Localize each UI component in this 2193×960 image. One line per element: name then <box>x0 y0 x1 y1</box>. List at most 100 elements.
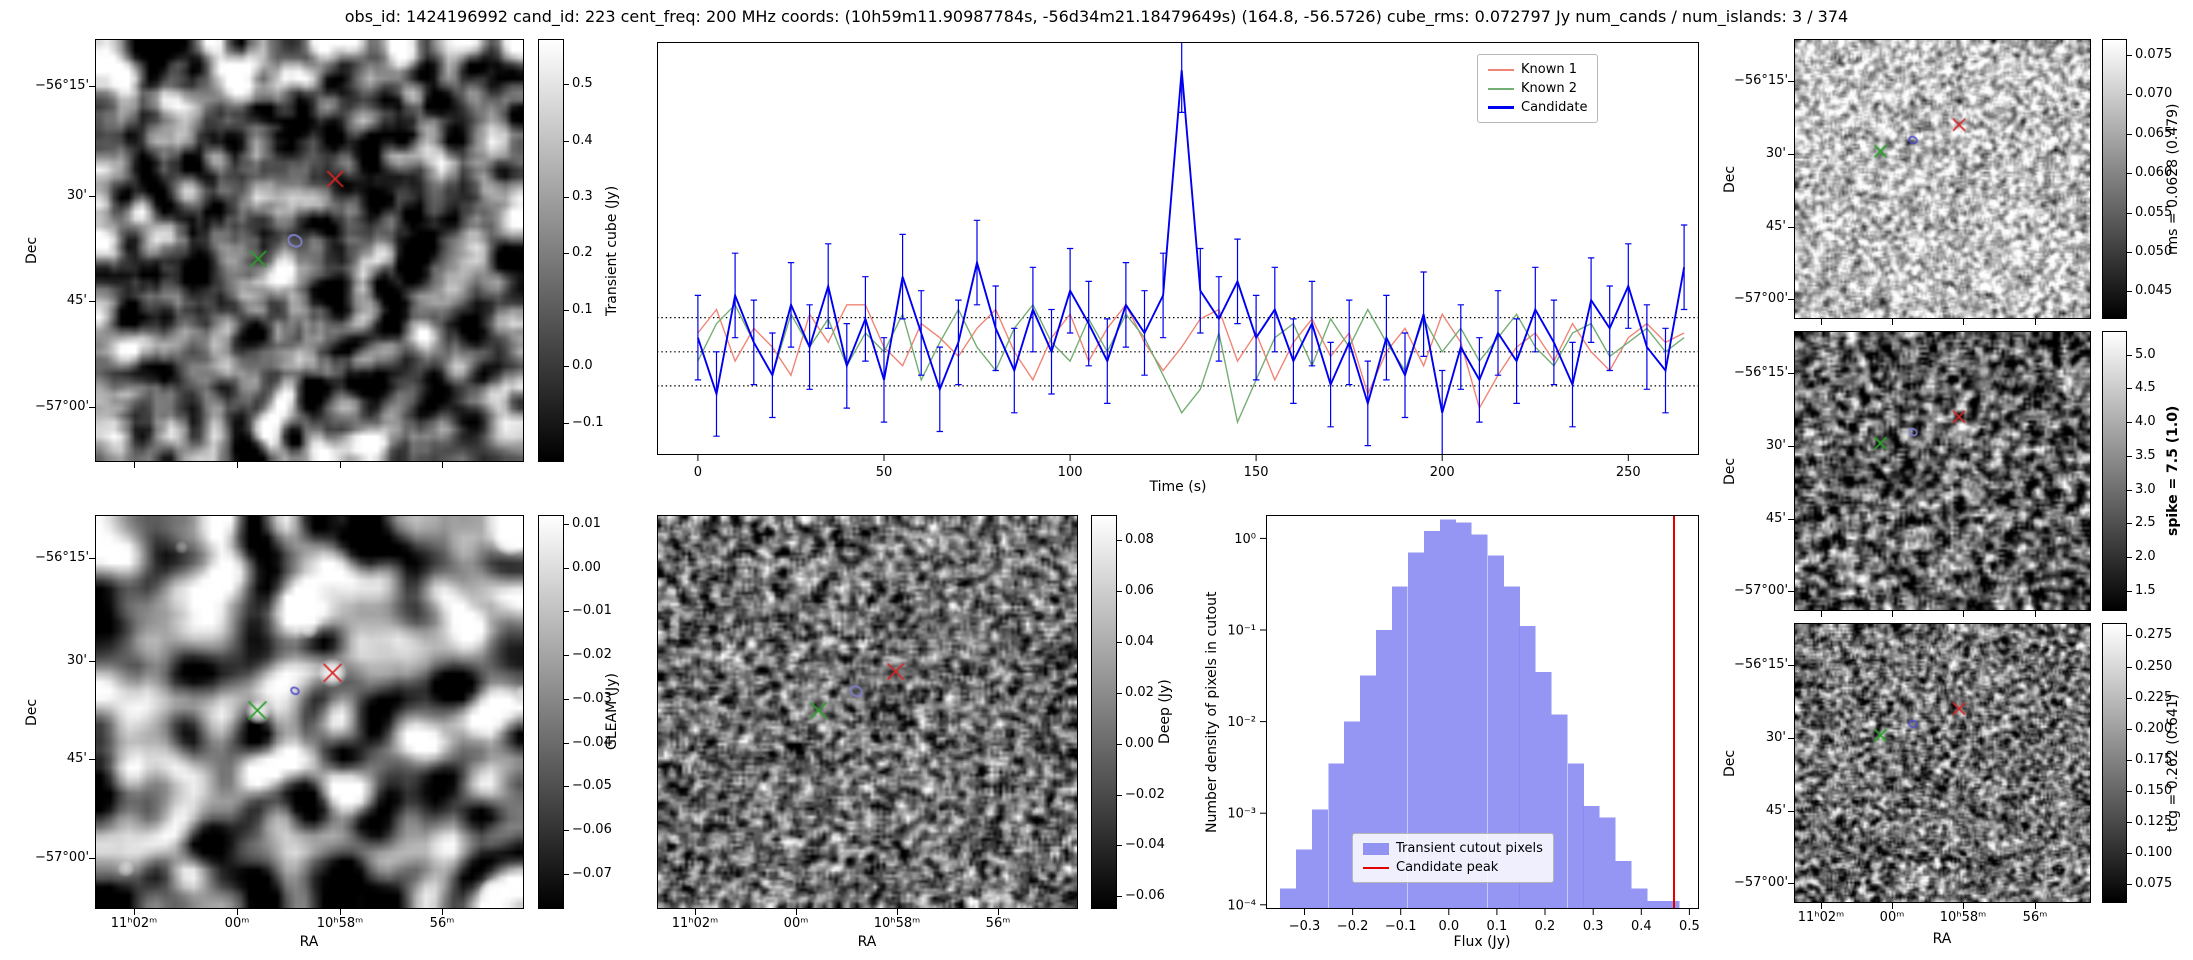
colorbar-tick <box>2127 213 2132 214</box>
legend-entry: Known 2 <box>1488 79 1587 98</box>
ra-tick <box>1892 611 1893 617</box>
ra-tick <box>998 909 999 915</box>
colorbar-tick-label: 3.5 <box>2135 448 2156 463</box>
legend-label: Known 1 <box>1521 62 1577 77</box>
colorbar-tick <box>2127 698 2132 699</box>
ra-tick <box>1821 611 1822 617</box>
colorbar-tick-label: −0.02 <box>1125 787 1165 802</box>
dec-tick <box>89 407 95 408</box>
histogram-bar <box>1391 586 1408 909</box>
dec-tick-label: −57°00' <box>1734 291 1789 306</box>
x-tick-label: 0.5 <box>1679 919 1700 934</box>
dec-tick-label: −57°00' <box>1734 875 1789 890</box>
x-tick-label: 50 <box>876 465 893 480</box>
ra-tick-label: 10ʰ58ᵐ <box>316 916 364 931</box>
colorbar-tick <box>1117 540 1122 541</box>
colorbar-tick-label: 0.275 <box>2135 627 2173 642</box>
ra-tick-label: 10ʰ58ᵐ <box>873 916 921 931</box>
colorbar-tick <box>2127 134 2132 135</box>
colorbar-tick-label: 4.0 <box>2135 414 2156 429</box>
dec-tick-label: −57°00' <box>35 399 90 414</box>
rms-image <box>1795 40 2090 318</box>
colorbar-tick <box>564 743 569 744</box>
histogram-bar <box>1631 888 1648 909</box>
deep-panel <box>657 515 1078 909</box>
colorbar-tick-label: 0.2 <box>572 245 593 260</box>
ra-tick-label: 56ᵐ <box>2022 910 2048 925</box>
colorbar-tick <box>1117 795 1122 796</box>
histogram-bar <box>1408 552 1425 909</box>
colorbar-tick-label: 0.5 <box>572 76 593 91</box>
legend-patch-swatch <box>1363 842 1389 855</box>
x-tick-label: 0.4 <box>1631 919 1652 934</box>
legend-line-swatch <box>1488 68 1514 71</box>
colorbar-tick <box>564 366 569 367</box>
colorbar-tick-label: 0.050 <box>2135 244 2173 259</box>
histogram-bar <box>1663 901 1680 909</box>
colorbar-tick <box>2127 291 2132 292</box>
flux-histogram-plot: −0.3 −0.2 −0.1 0.0 0.1 0.2 0.3 0.4 0.5 10⁰ 10⁻¹ 10⁻… <box>1227 515 1700 934</box>
histogram-bar <box>1439 519 1456 909</box>
ra-tick <box>796 909 797 915</box>
colorbar-tick-label: −0.1 <box>572 415 604 430</box>
colorbar-tick <box>564 310 569 311</box>
dec-tick <box>89 858 95 859</box>
rms-colorbar <box>2102 39 2127 319</box>
histogram-bar <box>1471 534 1488 909</box>
colorbar-tick-label: 2.5 <box>2135 515 2156 530</box>
colorbar-tick-label: 0.060 <box>2135 165 2173 180</box>
colorbar-tick <box>564 611 569 612</box>
histogram-bar <box>1615 861 1632 909</box>
legend-line-swatch <box>1488 106 1514 109</box>
plot-border <box>1266 515 1699 909</box>
ra-tick <box>1892 903 1893 909</box>
dec-tick-label: −57°00' <box>1734 583 1789 598</box>
histogram-bar <box>1503 586 1520 909</box>
legend-label: Candidate peak <box>1396 860 1499 875</box>
dec-tick <box>89 558 95 559</box>
colorbar-tick <box>2127 760 2132 761</box>
dec-tick <box>1788 154 1794 155</box>
histogram-bar <box>1583 805 1600 909</box>
time-axis-label: Time (s) <box>1149 479 1207 495</box>
histogram-y-axis-label: Number density of pixels in cutout <box>1204 591 1220 833</box>
known-source-line <box>697 303 1685 425</box>
dec-tick <box>1788 446 1794 447</box>
colorbar-tick <box>1117 845 1122 846</box>
ra-tick <box>2035 611 2036 617</box>
legend-entry: Transient cutout pixels <box>1363 839 1543 858</box>
dec-tick-label: 45' <box>1765 219 1786 234</box>
dec-tick <box>1788 591 1794 592</box>
spike-image <box>1795 332 2090 610</box>
x-tick-label: 0.0 <box>1438 919 1459 934</box>
colorbar-tick <box>2127 456 2132 457</box>
legend-line-swatch <box>1363 866 1389 869</box>
colorbar-tick-label: 5.0 <box>2135 347 2156 362</box>
tcg-image <box>1795 624 2090 902</box>
x-tick-label: 0 <box>694 465 702 480</box>
gleam-panel <box>95 515 524 909</box>
colorbar-tick <box>2127 422 2132 423</box>
light-curve-legend: Known 1 Known 2 Candidate <box>1477 54 1599 123</box>
dec-tick <box>89 661 95 662</box>
ra-tick <box>442 462 443 468</box>
dec-tick-label: 45' <box>1765 511 1786 526</box>
ra-tick <box>695 909 696 915</box>
colorbar-tick <box>2127 667 2132 668</box>
y-tick-label: 10⁻² <box>1227 715 1256 730</box>
colorbar-tick-label: −0.04 <box>1125 837 1165 852</box>
colorbar-tick <box>2127 635 2132 636</box>
transient-cube-image <box>96 40 523 461</box>
dec-tick-label: 30' <box>1765 730 1786 745</box>
histogram-bar <box>1280 888 1297 909</box>
transient-cube-panel <box>95 39 524 462</box>
histogram-bar <box>1455 522 1472 909</box>
ra-axis-label: RA <box>857 934 877 950</box>
colorbar-tick-label: 0.200 <box>2135 721 2173 736</box>
dec-tick <box>1788 665 1794 666</box>
y-tick-label: 10⁻³ <box>1227 807 1256 822</box>
colorbar-tick-label: 0.225 <box>2135 690 2173 705</box>
dec-tick-label: 30' <box>1765 438 1786 453</box>
legend-label: Transient cutout pixels <box>1396 841 1543 856</box>
colorbar-tick <box>1117 693 1122 694</box>
